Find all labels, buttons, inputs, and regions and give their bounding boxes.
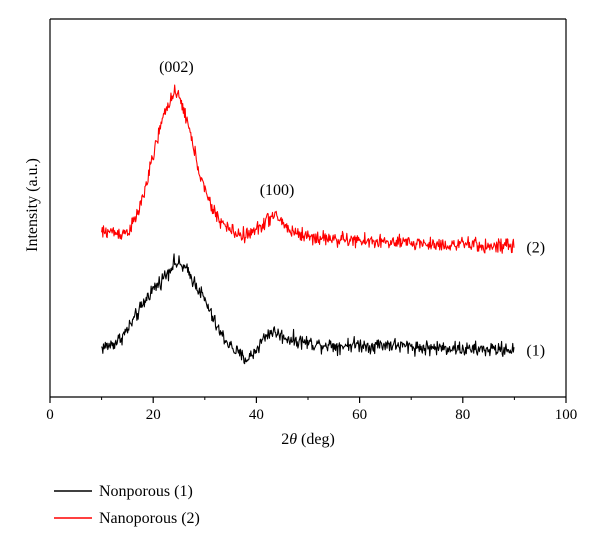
legend: Nonporous (1) Nanoporous (2) [54,483,200,527]
x-tick-label: 40 [249,407,264,423]
peak-annotation: (100) [260,182,295,199]
x-tick-label: 20 [146,407,161,423]
x-ticks [49,397,567,403]
x-tick-label: 0 [46,407,54,423]
x-axis-label: 2θ (deg) [281,431,335,448]
series-layer [101,84,515,365]
annotation-layer: (002) (100) [159,59,294,199]
legend-label: Nanoporous (2) [99,510,200,527]
x-axis-label-var: θ [289,431,297,448]
series-line [101,253,515,365]
series-end-label: (1) [526,342,545,359]
x-tick-label: 80 [455,407,470,423]
peak-annotation: (002) [159,59,194,76]
y-axis-label: Intensity (a.u.) [24,158,41,252]
series-end-label: (2) [526,239,545,256]
end-label-layer: (1) (2) [526,239,545,359]
x-axis-label-prefix: 2 [281,431,289,448]
x-tick-labels: 0 20 40 60 80 100 [46,407,577,423]
x-axis-label-suffix: (deg) [297,431,335,448]
series-line [101,84,515,254]
x-tick-label: 100 [555,407,578,423]
x-tick-label: 60 [352,407,367,423]
legend-label: Nonporous (1) [99,483,193,500]
